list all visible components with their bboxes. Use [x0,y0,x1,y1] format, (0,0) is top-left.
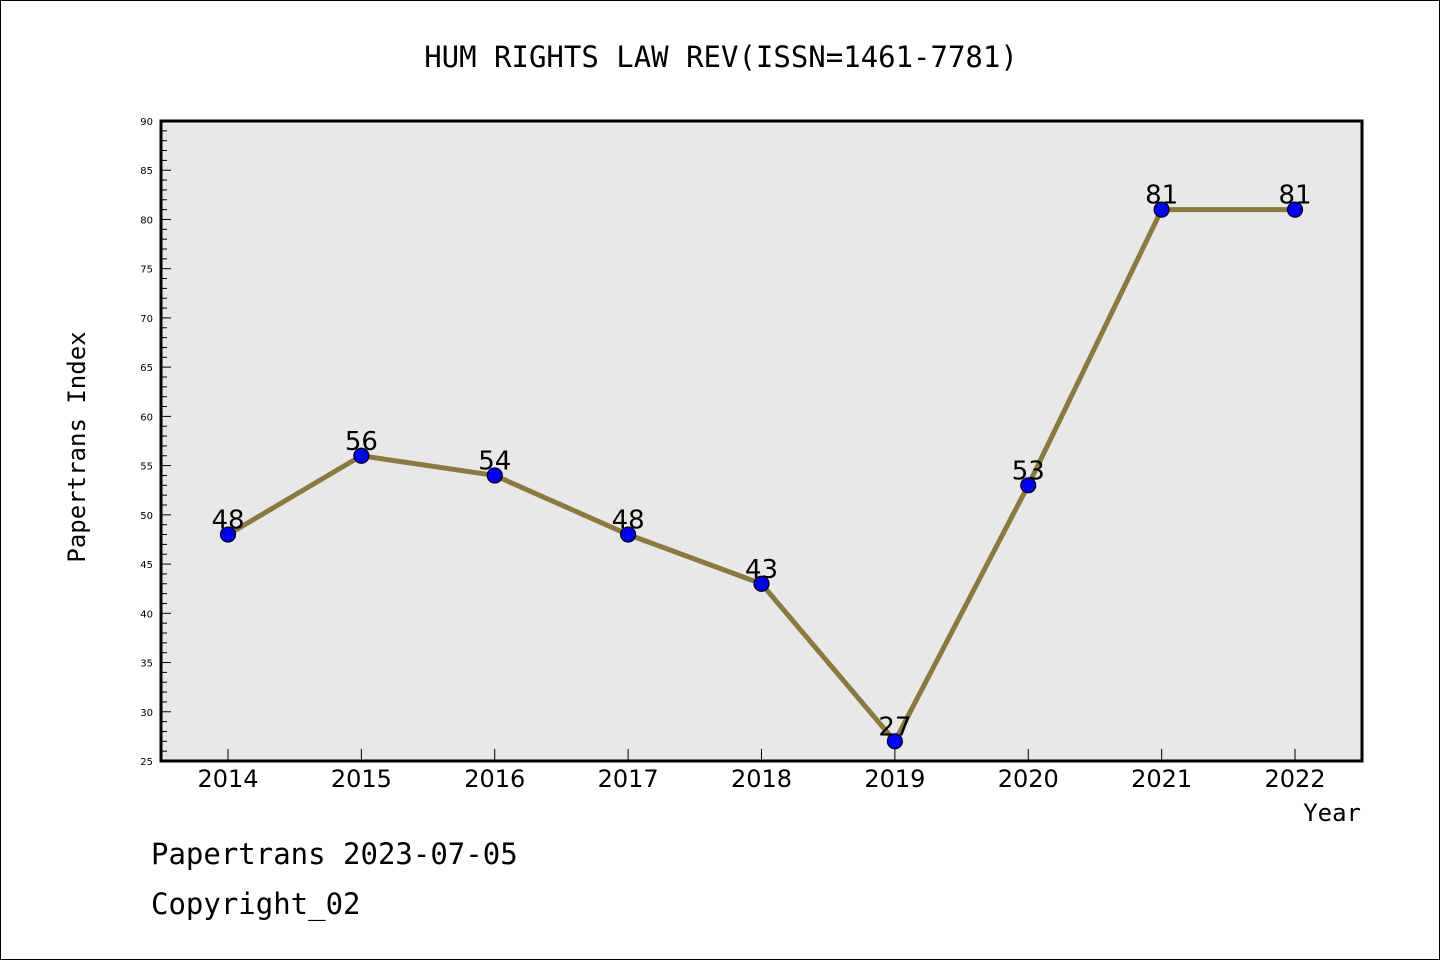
y-tick-label: 55 [140,462,153,473]
y-tick-label: 70 [140,314,153,325]
x-tick-label: 2019 [864,765,925,793]
y-tick-label: 50 [140,511,153,522]
x-tick-label: 2021 [1131,765,1192,793]
data-point [1286,201,1304,218]
data-label: 56 [345,427,378,457]
x-tick-label: 2016 [464,765,525,793]
x-axis-label: Year [1303,799,1361,827]
y-tick-label: 60 [140,412,153,423]
data-label: 48 [612,506,645,536]
footer-copyright-text: Copyright_02 [151,887,361,921]
series-points-group [219,201,1304,750]
x-tick-label: 2015 [331,765,392,793]
data-label: 43 [745,555,778,585]
data-point [620,526,637,543]
x-tick-label: 2022 [1264,765,1325,793]
plot-border [159,119,1364,763]
data-label: 54 [478,446,511,476]
x-tick-label: 2018 [731,765,792,793]
footer-date-text: Papertrans 2023-07-05 [151,837,518,871]
y-axis: 25 30 35 40 45 50 55 60 65 70 75 80 85 90 [140,117,171,768]
data-point [219,526,237,543]
y-tick-label: 75 [140,265,153,276]
y-tick-label: 90 [140,117,153,128]
y-tick-label: 85 [140,166,153,177]
y-axis-label: Papertrans Index [63,331,91,562]
data-point [886,733,903,750]
data-point [486,467,503,484]
x-tick-label: 2020 [998,765,1059,793]
data-label: 81 [1278,181,1311,211]
data-label: 48 [211,506,244,536]
y-tick-label: 25 [140,757,153,768]
data-point [753,575,770,592]
chart-title: HUM RIGHTS LAW REV(ISSN=1461-7781) [424,40,1018,74]
y-tick-label: 40 [140,609,153,620]
x-axis: 2014 2015 2016 2017 2018 2019 2020 2021 2022 [197,749,1326,793]
data-label: 81 [1145,181,1178,211]
data-point [353,447,370,464]
x-tick-label: 2014 [197,765,258,793]
data-label: 27 [878,712,911,742]
data-labels-group: 48 56 54 48 43 27 53 81 81 [211,181,1311,743]
data-point [1020,477,1037,494]
y-tick-label: 35 [140,659,153,670]
y-tick-label: 30 [140,708,153,719]
x-tick-label: 2017 [598,765,659,793]
y-tick-label: 80 [140,215,153,226]
y-tick-label: 65 [140,363,153,374]
y-tick-label: 45 [140,560,153,571]
plot-area [161,121,1362,761]
data-point [1153,201,1170,218]
data-label: 53 [1012,456,1045,486]
